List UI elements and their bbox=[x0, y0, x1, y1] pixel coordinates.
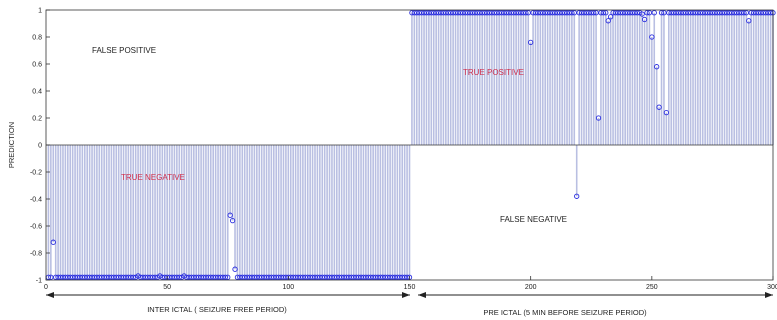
stem-marker bbox=[176, 274, 182, 280]
x-tick-label: 300 bbox=[767, 284, 777, 291]
stem-marker bbox=[658, 10, 665, 16]
false-positive-label: FALSE POSITIVE bbox=[92, 46, 156, 55]
y-tick-label: 0.6 bbox=[32, 62, 42, 69]
interictal-label: INTER ICTAL ( SEIZURE FREE PERIOD) bbox=[147, 305, 287, 314]
y-tick-label: -0.8 bbox=[30, 251, 42, 258]
x-tick-label: 150 bbox=[404, 284, 416, 291]
x-tick-label: 100 bbox=[282, 284, 294, 291]
stem-marker bbox=[222, 274, 228, 280]
stem-marker bbox=[574, 193, 580, 199]
y-tick-label: -0.2 bbox=[30, 170, 42, 177]
stem-marker bbox=[225, 274, 231, 280]
x-tick-label: 0 bbox=[44, 284, 48, 291]
true-negative-label: TRUE NEGATIVE bbox=[121, 173, 185, 182]
stem-marker bbox=[600, 10, 607, 16]
y-tick-label: 0.2 bbox=[32, 116, 42, 123]
stem-marker bbox=[130, 274, 136, 280]
stem-marker bbox=[569, 10, 575, 16]
stem-marker bbox=[741, 10, 747, 16]
y-ticks-layer: 1 0.8 0.6 0.4 0.2 0 -0.2 -0.4 -0.6 -0.8 -1 bbox=[30, 8, 50, 285]
stem-marker bbox=[607, 14, 614, 20]
stem-marker bbox=[528, 39, 534, 46]
stem-marker bbox=[227, 212, 233, 218]
x-tick-label: 250 bbox=[646, 284, 658, 291]
x-tick-label: 50 bbox=[163, 284, 171, 291]
stem-marker bbox=[651, 10, 657, 16]
stem-marker bbox=[152, 274, 158, 280]
stem-marker bbox=[656, 104, 662, 110]
markers-layer bbox=[45, 10, 776, 280]
stem-marker bbox=[603, 10, 609, 16]
stem-marker bbox=[232, 266, 238, 272]
y-tick-label: -1 bbox=[36, 278, 42, 285]
stem-marker bbox=[639, 11, 645, 17]
interictal-bracket bbox=[46, 292, 410, 298]
x-ticks-layer: 0 50 100 150 200 250 300 bbox=[44, 276, 777, 291]
y-tick-label: 0.4 bbox=[32, 89, 42, 96]
stem-marker bbox=[229, 217, 236, 224]
stem-marker bbox=[523, 10, 529, 16]
false-negative-label: FALSE NEGATIVE bbox=[500, 215, 567, 224]
preictal-bracket bbox=[418, 292, 773, 298]
x-tick-label: 200 bbox=[525, 284, 537, 291]
stem-marker bbox=[654, 64, 660, 70]
stem-marker bbox=[644, 10, 650, 16]
stem-marker bbox=[663, 109, 670, 116]
y-axis-title: PREDICTION bbox=[7, 122, 16, 168]
stem-marker bbox=[746, 18, 752, 24]
stem-marker bbox=[605, 18, 611, 24]
stem-marker bbox=[641, 16, 648, 23]
y-tick-label: -0.4 bbox=[30, 197, 42, 204]
stem-marker bbox=[595, 115, 602, 121]
y-tick-label: 0 bbox=[38, 143, 42, 150]
stem-marker bbox=[649, 34, 655, 40]
stems-layer bbox=[47, 12, 774, 278]
y-tick-label: 1 bbox=[38, 8, 42, 15]
true-positive-label: TRUE POSITIVE bbox=[463, 68, 524, 77]
stem-marker bbox=[634, 10, 640, 16]
preictal-label: PRE ICTAL (5 MIN BEFORE SEIZURE PERIOD) bbox=[483, 308, 647, 317]
stem-marker bbox=[50, 239, 56, 245]
y-tick-label: 0.8 bbox=[32, 35, 42, 42]
y-tick-label: -0.6 bbox=[30, 224, 42, 231]
stem-marker bbox=[591, 10, 597, 16]
